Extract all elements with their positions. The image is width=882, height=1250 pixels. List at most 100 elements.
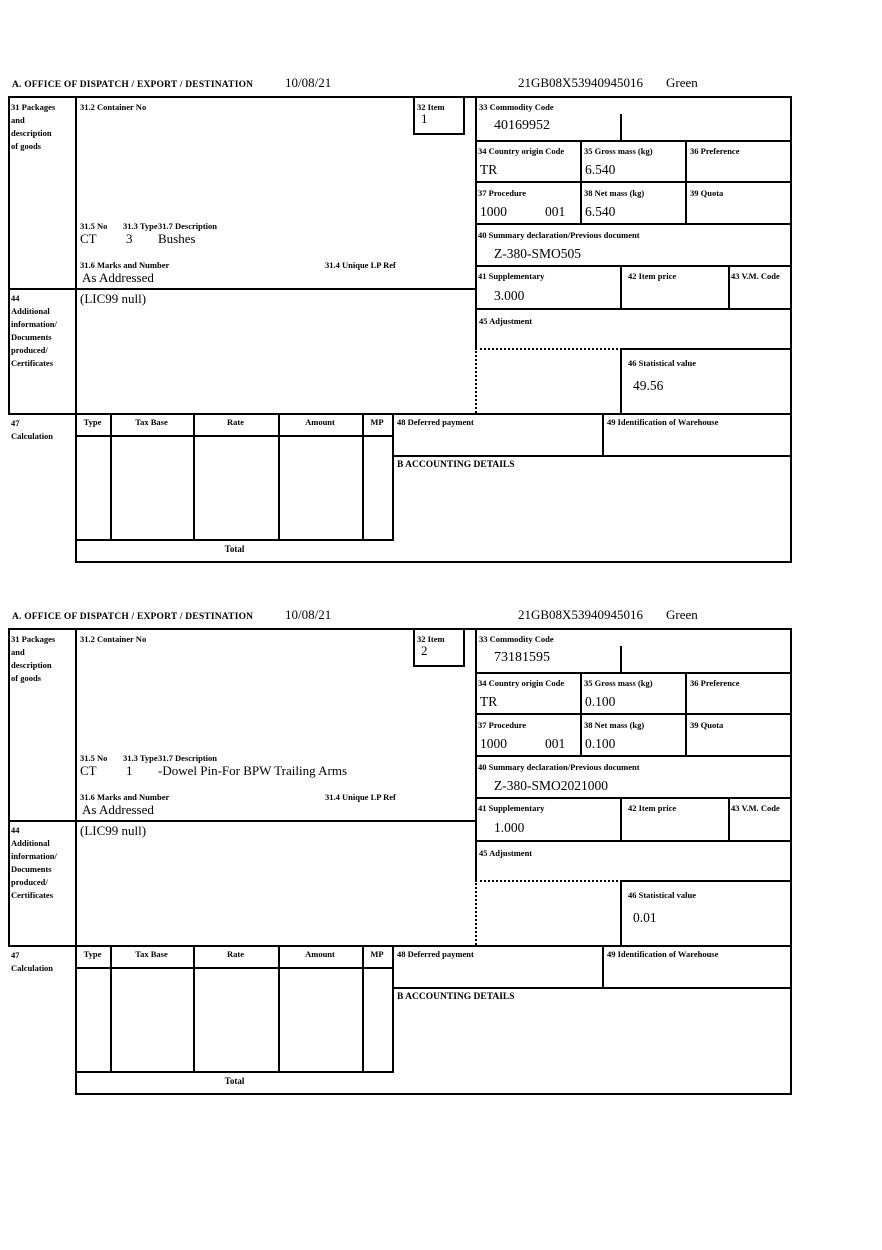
total-label: Total bbox=[224, 1076, 245, 1086]
calc-col-divider-2 bbox=[193, 945, 195, 1073]
package-type-label: 31.3 Type bbox=[123, 221, 158, 231]
additional-info-label-line: 44 bbox=[11, 293, 20, 303]
summary-box-bottom-border bbox=[475, 797, 792, 799]
commodity-code-divider bbox=[620, 646, 622, 674]
procedure-row-bottom-border bbox=[475, 223, 792, 225]
supplementary-label: 41 Supplementary bbox=[478, 271, 545, 281]
calc-header-bottom-border bbox=[75, 967, 394, 969]
net-mass-label: 38 Net mass (kg) bbox=[584, 188, 645, 198]
additional-info-label-line: Additional bbox=[11, 838, 50, 848]
quota-label: 39 Quota bbox=[690, 188, 724, 198]
vm-code-label: 43 V.M. Code bbox=[731, 271, 780, 281]
statistical-value: 0.01 bbox=[633, 910, 657, 925]
additional-info-top-border bbox=[8, 288, 477, 290]
origin-mass-divider bbox=[580, 672, 582, 757]
statistical-box-left-border bbox=[620, 348, 622, 415]
dispatch-date-value: 10/08/21 bbox=[285, 75, 332, 90]
total-row-bottom-border bbox=[75, 561, 792, 563]
center-divider bbox=[475, 628, 477, 882]
accounting-details-label: B ACCOUNTING DETAILS bbox=[397, 460, 515, 470]
gross-mass-value: 6.540 bbox=[585, 162, 616, 177]
calculation-label-line: 47 bbox=[11, 418, 20, 428]
summary-declaration-label: 40 Summary declaration/Previous document bbox=[478, 230, 640, 240]
calc-type-header: Type bbox=[83, 417, 102, 427]
country-origin-label: 34 Country origin Code bbox=[478, 678, 565, 688]
additional-info-top-border bbox=[8, 820, 477, 822]
supplementary-price-divider bbox=[620, 797, 622, 842]
deferred-payment-label: 48 Deferred payment bbox=[397, 949, 474, 959]
procedure-value-2: 001 bbox=[545, 204, 566, 219]
calc-type-header: Type bbox=[83, 949, 102, 959]
package-no-label: 31.5 No bbox=[80, 221, 108, 231]
additional-info-label-line: Certificates bbox=[11, 358, 54, 368]
item-box-right-border bbox=[463, 96, 465, 135]
packages-label-line: 31 Packages bbox=[11, 102, 56, 112]
statistical-box-left-border bbox=[620, 880, 622, 947]
statistical-value-label: 46 Statistical value bbox=[628, 358, 696, 368]
calc-table-right-border bbox=[392, 945, 394, 1073]
commodity-box-bottom-border bbox=[475, 672, 792, 674]
calc-tax-base-header: Tax Base bbox=[135, 417, 168, 427]
calc-col-divider-4 bbox=[362, 945, 364, 1073]
supplementary-row-bottom-border bbox=[475, 308, 792, 310]
route-indicator-value: Green bbox=[666, 75, 698, 90]
calc-col-divider-1 bbox=[110, 945, 112, 1073]
additional-info-label-line: Documents bbox=[11, 864, 52, 874]
entry-number-value: 21GB08X53940945016 bbox=[518, 607, 643, 622]
origin-mass-divider bbox=[580, 140, 582, 225]
accounting-details-label: B ACCOUNTING DETAILS bbox=[397, 992, 515, 1002]
goods-description-value: -Dowel Pin-For BPW Trailing Arms bbox=[158, 763, 348, 778]
calc-header-bottom-border bbox=[75, 435, 394, 437]
goods-description-label: 31.7 Description bbox=[158, 753, 218, 763]
additional-info-value: (LIC99 null) bbox=[80, 291, 147, 306]
procedure-value-1: 1000 bbox=[480, 736, 507, 751]
statistical-value: 49.56 bbox=[633, 378, 664, 393]
packages-label-line: and bbox=[11, 647, 25, 657]
net-mass-value: 6.540 bbox=[585, 204, 616, 219]
package-no-value: CT bbox=[80, 763, 97, 778]
net-mass-label: 38 Net mass (kg) bbox=[584, 720, 645, 730]
package-type-label: 31.3 Type bbox=[123, 753, 158, 763]
supplementary-label: 41 Supplementary bbox=[478, 803, 545, 813]
net-mass-value: 0.100 bbox=[585, 736, 616, 751]
supplementary-price-divider bbox=[620, 265, 622, 310]
calc-col-divider-2 bbox=[193, 413, 195, 541]
additional-info-label: 44 Additional information/ Documents pro… bbox=[11, 824, 57, 902]
office-of-dispatch-label: A. OFFICE OF DISPATCH / EXPORT / DESTINA… bbox=[12, 80, 254, 90]
section-right-border bbox=[790, 628, 792, 1095]
packages-description-label: 31 Packages and description of goods bbox=[11, 633, 55, 685]
marks-number-label: 31.6 Marks and Number bbox=[80, 260, 170, 270]
commodity-code-label: 33 Commodity Code bbox=[479, 102, 554, 112]
calc-rate-header: Rate bbox=[227, 949, 244, 959]
commodity-code-value: 40169952 bbox=[494, 118, 550, 133]
adjustment-label: 45 Adjustment bbox=[479, 848, 533, 858]
calc-rate-header: Rate bbox=[227, 417, 244, 427]
unique-lp-ref-label: 31.4 Unique LP Ref bbox=[325, 792, 396, 802]
package-no-value: CT bbox=[80, 231, 97, 246]
marks-number-value: As Addressed bbox=[82, 802, 154, 817]
procedure-label: 37 Procedure bbox=[478, 720, 527, 730]
calc-amount-header: Amount bbox=[305, 417, 335, 427]
route-indicator-value: Green bbox=[666, 607, 698, 622]
office-of-dispatch-label: A. OFFICE OF DISPATCH / EXPORT / DESTINA… bbox=[12, 612, 254, 622]
deferred-warehouse-divider bbox=[602, 945, 604, 989]
commodity-code-value: 73181595 bbox=[494, 650, 550, 665]
calculation-row-top-border bbox=[8, 413, 792, 415]
price-vmcode-divider bbox=[728, 797, 730, 842]
center-divider-dotted bbox=[475, 880, 477, 945]
supplementary-value: 1.000 bbox=[494, 820, 525, 835]
packages-label-line: 31 Packages bbox=[11, 634, 56, 644]
item-box-left-border bbox=[413, 628, 415, 667]
container-no-label: 31.2 Container No bbox=[80, 634, 147, 644]
supplementary-value: 3.000 bbox=[494, 288, 525, 303]
declaration-item-section: A. OFFICE OF DISPATCH / EXPORT / DESTINA… bbox=[0, 606, 882, 1106]
item-number-value: 1 bbox=[421, 111, 428, 126]
additional-info-label-line: Additional bbox=[11, 306, 50, 316]
commodity-box-bottom-border bbox=[475, 140, 792, 142]
procedure-value-2: 001 bbox=[545, 736, 566, 751]
gross-mass-label: 35 Gross mass (kg) bbox=[584, 678, 653, 688]
calc-col-divider-4 bbox=[362, 413, 364, 541]
calculation-label: 47 Calculation bbox=[11, 949, 53, 975]
item-price-label: 42 Item price bbox=[628, 803, 677, 813]
calculation-label-line: Calculation bbox=[11, 963, 54, 973]
